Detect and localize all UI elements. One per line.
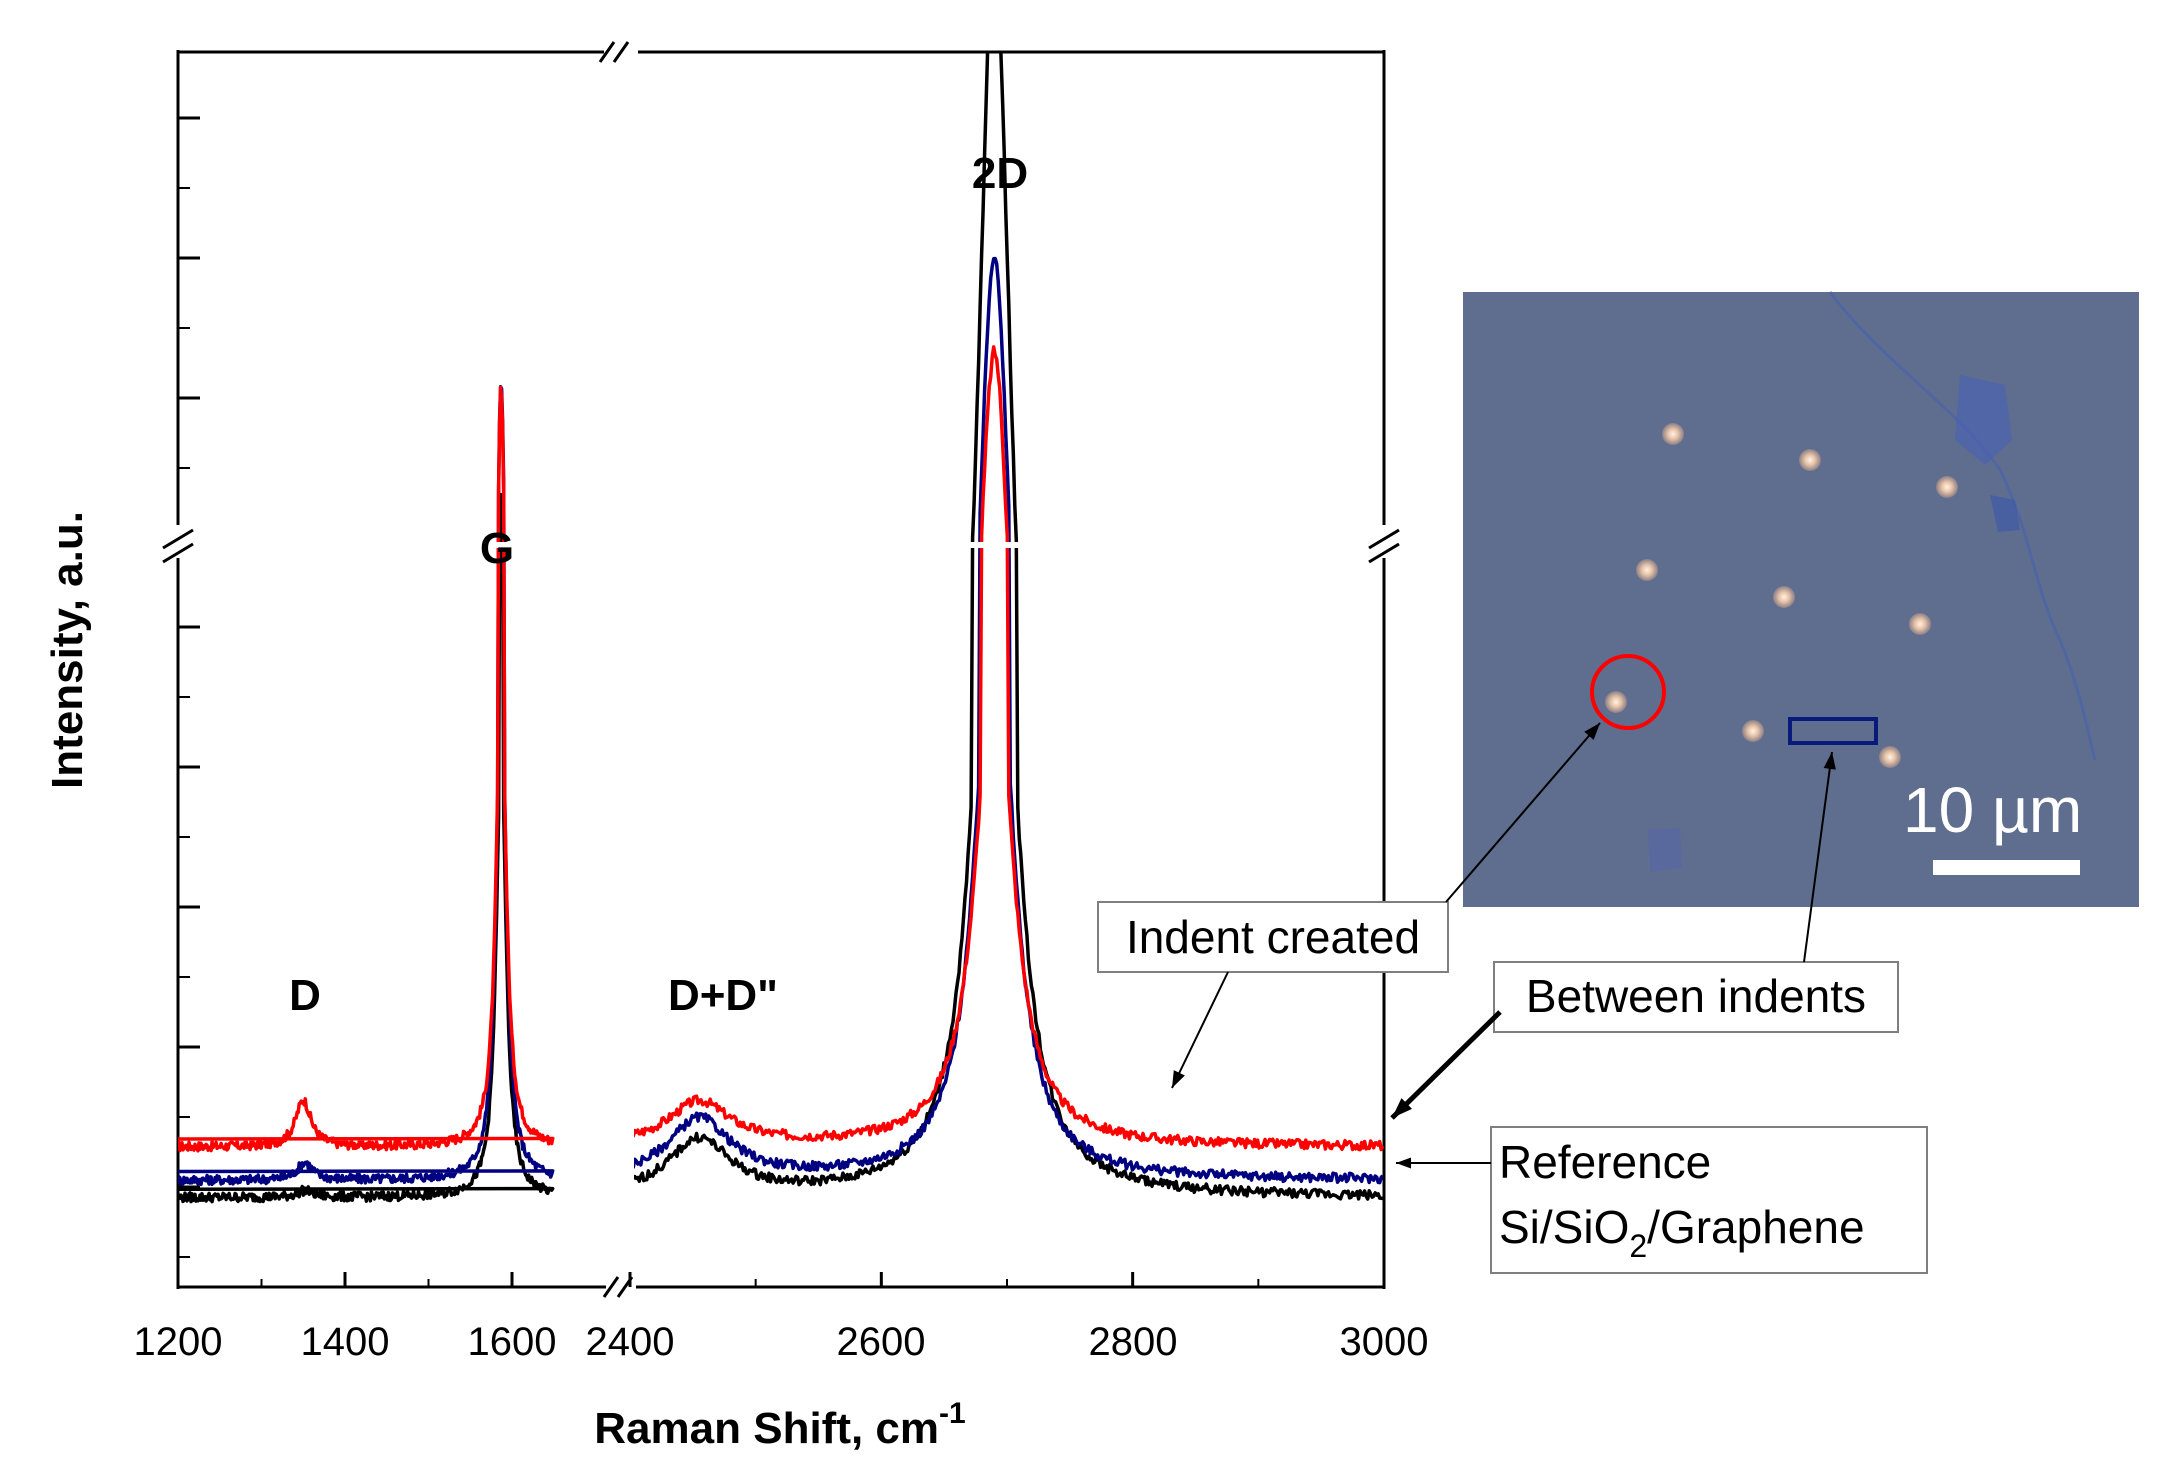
graphene-edge-line (1828, 291, 2097, 761)
arrow-head (1396, 1157, 1412, 1169)
x-tick-label-2800: 2800 (1089, 1320, 1178, 1364)
x-axis-break-mark (612, 41, 630, 63)
indent-highlight-circle (1590, 654, 1666, 730)
legend-ref-subscript: 2 (1629, 1228, 1647, 1264)
x-axis-title-superscript: -1 (939, 1397, 966, 1430)
x-tick-label-2400: 2400 (586, 1320, 675, 1364)
x-tick-label-1400: 1400 (301, 1320, 390, 1364)
series-clip-inner (978, 256, 1011, 542)
x-tick-label-3000: 3000 (1340, 1320, 1429, 1364)
legend-text-reference-line1: Reference (1499, 1136, 1711, 1188)
series-line-0 (979, 345, 1010, 542)
y-axis-break-mark (1368, 528, 1400, 550)
series-clip-group (634, 548, 1384, 1185)
scale-bar-label: 10 µm (1903, 774, 2082, 846)
series-clip-group (978, 256, 1011, 542)
indent-dot (1879, 746, 1901, 768)
peak-label-g: G (480, 524, 514, 573)
indent-dot (1773, 586, 1795, 608)
arrow-head (1823, 752, 1836, 770)
scale-bar (1933, 860, 2080, 875)
peak-label-d: D (289, 971, 321, 1020)
peak-label-d-plus-d: D+D" (668, 971, 778, 1020)
indent-dot (1936, 476, 1958, 498)
legend-box-reference (1490, 1126, 1928, 1274)
y-axis-title: Intensity, a.u. (43, 511, 92, 789)
micrograph-inset: 10 µm (1463, 291, 2139, 907)
series-line-1 (634, 548, 1384, 1185)
axis-ticks (176, 116, 1386, 1287)
x-axis-title: Raman Shift, cm-1 (594, 1397, 965, 1453)
series-clip-inner (979, 345, 1010, 542)
arrow-line (1803, 751, 1833, 963)
legend-indent-created: Indent created (1097, 901, 1449, 973)
arrow-line (1445, 722, 1601, 903)
legend-between-indents: Between indents (1493, 961, 1899, 1033)
indent-dot (1799, 449, 1821, 471)
series-clip-inner (634, 548, 1384, 1185)
axis-break-marks (162, 41, 1400, 1298)
indent-dot (1636, 559, 1658, 581)
y-axis-break-mark (162, 528, 194, 550)
series-clip-inner (634, 548, 1384, 1201)
x-tick-label-2600: 2600 (837, 1320, 926, 1364)
arrow-head (1392, 1098, 1413, 1118)
annotation-arrows (1171, 722, 1836, 1169)
series-clip-group (634, 548, 1384, 1201)
x-tick-label-1200: 1200 (134, 1320, 223, 1364)
series-clip-inner (178, 548, 555, 1153)
graphene-flake-lower (1648, 828, 1682, 872)
legend-reference: Reference Si/SiO2/Graphene (1490, 1126, 1928, 1274)
x-axis-break-mark (602, 1276, 620, 1298)
series-clip-group (634, 548, 1384, 1152)
y-axis-break-mark (1368, 542, 1400, 564)
arrow-line (1171, 971, 1229, 1089)
spectra (178, 52, 1384, 1204)
series-line-0 (178, 548, 555, 1153)
legend-box-indent (1097, 901, 1449, 973)
indent-dot (1662, 423, 1684, 445)
x-axis-title-text: Raman Shift, cm (594, 1404, 939, 1453)
x-axis-break-mark (616, 1276, 634, 1298)
legend-text-reference-line2: Si/SiO2/Graphene (1499, 1201, 1865, 1264)
micrograph-background (1463, 292, 2139, 907)
graphene-flake (1955, 375, 2012, 465)
y-axis-break-mark (162, 542, 194, 564)
between-indents-box (1788, 717, 1878, 745)
series-line-0 (634, 548, 1384, 1152)
legend-text-indent: Indent created (1126, 911, 1420, 963)
x-axis-break-mark (598, 41, 616, 63)
arrow-head (1172, 1070, 1185, 1088)
plot-frame (176, 50, 1386, 1289)
series-clip-group (979, 345, 1010, 542)
peak-label-2d: 2D (972, 149, 1028, 198)
graphene-flake-small (1990, 495, 2020, 532)
legend-ref-prefix: Si/SiO (1499, 1201, 1629, 1253)
indent-dot (1605, 691, 1627, 713)
legend-ref-suffix: /Graphene (1647, 1201, 1864, 1253)
series-line-1 (978, 256, 1011, 542)
legend-box-between (1493, 961, 1899, 1033)
x-tick-label-1600: 1600 (468, 1320, 557, 1364)
legend-text-between: Between indents (1526, 970, 1866, 1022)
series-clip-inner (634, 548, 1384, 1152)
arrow-line (1390, 1010, 1502, 1120)
indent-dot (1742, 720, 1764, 742)
series-line-2 (634, 548, 1384, 1201)
arrow-head (1584, 723, 1600, 740)
series-clip-group (178, 548, 555, 1153)
indent-dot (1909, 613, 1931, 635)
